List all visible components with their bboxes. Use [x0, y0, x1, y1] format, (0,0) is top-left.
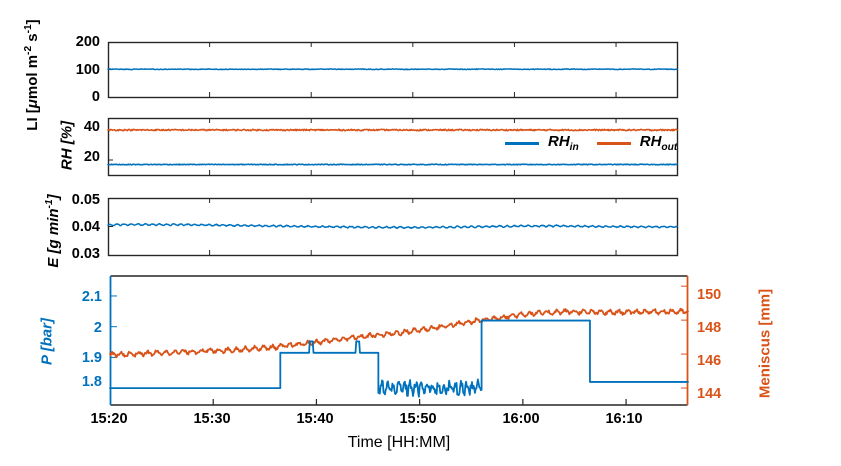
li-tick-200: 200	[75, 34, 100, 50]
rh-series-line-RH_out	[107, 128, 678, 132]
e-tick-005: 0.05	[71, 192, 100, 208]
e-tick-003: 0.03	[71, 246, 100, 262]
meniscus-series-line	[109, 307, 689, 359]
meniscus-tick-148: 148	[697, 320, 722, 336]
legend-label-rh-in-main: RH	[548, 133, 570, 150]
p-tick-19: 1.9	[81, 350, 102, 366]
legend-label-rh-out-sub: out	[661, 142, 678, 153]
x-tick-0: 15:20	[90, 411, 128, 427]
legend-label-rh-in-sub: in	[569, 142, 579, 153]
p-tick-2: 2	[93, 320, 102, 336]
rh-series-line-RH_in	[107, 163, 678, 166]
li-tick-0: 0	[91, 89, 100, 105]
rh-tick-20: 20	[83, 149, 100, 165]
li-tick-100: 100	[75, 62, 100, 78]
legend-label-rh-in: RHin	[548, 133, 579, 153]
x-axis-label-text: Time [HH:MM]	[347, 434, 451, 451]
rh-axes-box	[107, 117, 679, 177]
meniscus-tick-150: 150	[697, 287, 722, 303]
e-series-line	[107, 222, 678, 230]
x-tick-5: 16:10	[605, 411, 643, 427]
p-tick-18: 1.8	[81, 374, 102, 390]
rh-legend: RHin RHout	[505, 133, 677, 153]
p-tick-21: 2.1	[81, 289, 102, 305]
li-series-line	[107, 68, 678, 71]
meniscus-tick-146: 146	[697, 353, 722, 369]
legend-swatch-rh-out	[596, 141, 631, 145]
rh-tick-40: 40	[83, 119, 100, 135]
legend-label-rh-out-main: RH	[639, 133, 662, 150]
p-series-line	[109, 319, 689, 398]
meniscus-tick-144: 144	[697, 386, 722, 402]
x-tick-3: 15:50	[399, 411, 437, 427]
legend-swatch-rh-in	[505, 141, 539, 145]
legend-label-rh-out: RHout	[640, 133, 678, 153]
x-tick-2: 15:40	[296, 411, 334, 427]
x-axis-label: Time [HH:MM]	[289, 434, 509, 452]
e-tick-004: 0.04	[71, 219, 100, 235]
x-tick-4: 16:00	[502, 411, 540, 427]
x-tick-1: 15:30	[193, 411, 231, 427]
